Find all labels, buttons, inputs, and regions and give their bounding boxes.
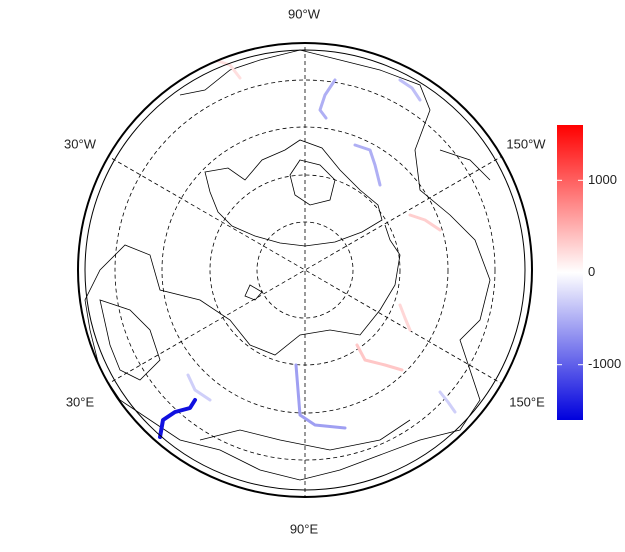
lon-label: 150°W <box>506 136 546 151</box>
graticule <box>105 43 505 497</box>
map-inner-border <box>84 49 526 491</box>
river <box>398 303 412 332</box>
colorbar: 1000 0 -1000 <box>557 125 621 420</box>
colorbar-tick-label: 1000 <box>588 172 617 187</box>
river <box>158 398 197 439</box>
river <box>355 343 404 372</box>
river <box>398 78 422 102</box>
river <box>353 143 382 187</box>
colorbar-tick-label: -1000 <box>588 356 621 371</box>
map-border <box>77 42 533 498</box>
coastlines <box>84 49 491 481</box>
lon-label: 90°W <box>288 6 321 21</box>
river <box>438 390 457 414</box>
lon-label: 150°E <box>509 394 545 409</box>
map-body <box>84 43 505 497</box>
lon-label: 30°E <box>66 394 95 409</box>
river <box>294 363 347 430</box>
lon-label: 30°W <box>64 136 97 151</box>
colorbar-tick-label: 0 <box>588 264 595 279</box>
river <box>213 58 242 80</box>
river <box>186 373 212 402</box>
rivers <box>158 58 457 439</box>
lon-label: 90°E <box>290 521 319 536</box>
river <box>408 213 442 232</box>
river <box>318 78 337 120</box>
